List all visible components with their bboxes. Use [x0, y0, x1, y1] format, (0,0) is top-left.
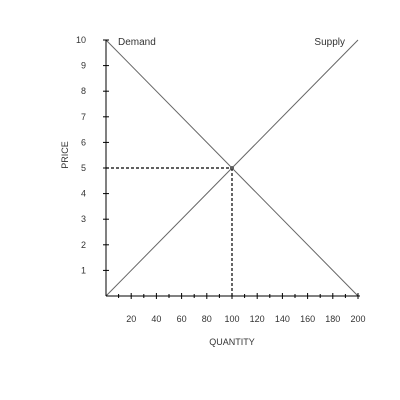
y-tick-label: 10: [76, 35, 86, 45]
x-tick-label: 40: [151, 314, 161, 324]
series-labels: Demand Supply: [118, 37, 345, 48]
y-tick-label: 5: [81, 163, 86, 173]
y-tick-label: 2: [81, 240, 86, 250]
y-tick-label: 3: [81, 214, 86, 224]
x-tick-label: 160: [300, 314, 315, 324]
y-tick-label: 1: [81, 265, 86, 275]
y-tick-label: 4: [81, 189, 86, 199]
y-tick-label: 9: [81, 61, 86, 71]
x-tick-label: 200: [350, 314, 365, 324]
y-tick-label: 6: [81, 137, 86, 147]
y-tick-label: 8: [81, 86, 86, 96]
x-tick-label: 120: [250, 314, 265, 324]
supply-curve: [105, 39, 359, 297]
y-axis-title: PRICE: [60, 141, 70, 169]
demand-label: Demand: [118, 37, 156, 48]
x-tick-label: 20: [126, 314, 136, 324]
y-tick-label: 7: [81, 112, 86, 122]
x-ticks: 20 40 60 80 100 120 140 160 180 200: [118, 293, 366, 324]
curves: [105, 39, 359, 297]
x-tick-label: 100: [224, 314, 239, 324]
supply-label: Supply: [314, 37, 345, 48]
x-axis-title: QUANTITY: [209, 337, 255, 347]
x-tick-label: 180: [325, 314, 340, 324]
y-ticks: 1 2 3 4 5 6 7 8 9 10: [76, 35, 109, 275]
x-tick-label: 60: [177, 314, 187, 324]
x-tick-label: 140: [275, 314, 290, 324]
x-tick-label: 80: [202, 314, 212, 324]
